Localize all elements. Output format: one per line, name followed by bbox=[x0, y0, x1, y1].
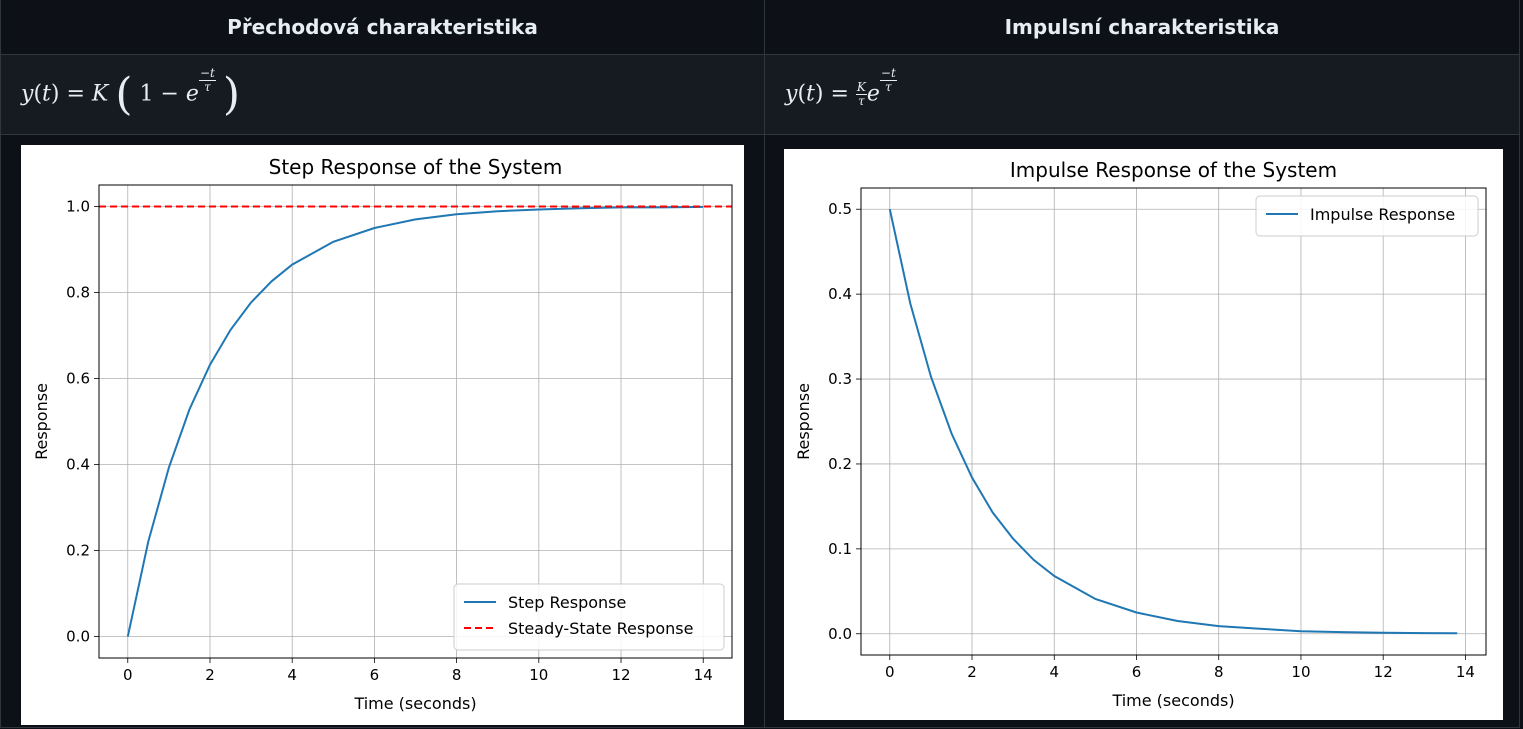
y-axis-label: Response bbox=[32, 383, 51, 460]
x-tick-label: 10 bbox=[1291, 663, 1310, 681]
legend-box bbox=[453, 583, 725, 651]
x-tick-label: 0 bbox=[885, 663, 895, 681]
x-tick-label: 4 bbox=[287, 666, 297, 684]
x-axis-label: Time (seconds) bbox=[1111, 691, 1234, 710]
chart-title: Step Response of the System bbox=[269, 155, 563, 179]
impulse-response-plot: 0 2 4 6 8 10 12 14 0.0 0.1 0.2 0.3 0.4 0.5 Impulse Res… bbox=[784, 149, 1503, 720]
plot-frame bbox=[98, 184, 733, 659]
x-tick-label: 0 bbox=[123, 666, 133, 684]
x-tick-label: 2 bbox=[205, 666, 215, 684]
x-axis-label: Time (seconds) bbox=[353, 694, 476, 713]
y-tick-label: 0.8 bbox=[66, 284, 90, 302]
x-tick-label: 12 bbox=[1374, 663, 1393, 681]
x-tick-label: 8 bbox=[452, 666, 462, 684]
formula-step-math: y(t) = K ( 1 − e −t τ ) bbox=[21, 65, 241, 120]
y-tick-label: 0.4 bbox=[66, 456, 90, 474]
header-impulse-label: Impulsní charakteristika bbox=[1004, 15, 1280, 39]
impulse-response-chart: 0 2 4 6 8 10 12 14 0.0 0.1 0.2 0.3 0.4 0.5 Impulse Res… bbox=[794, 158, 1487, 710]
y-tick-label: 0.1 bbox=[828, 540, 852, 558]
y-tick-label: 0.0 bbox=[828, 625, 852, 643]
header-step-label: Přechodová charakteristika bbox=[227, 15, 538, 39]
x-tick-label: 14 bbox=[1456, 663, 1475, 681]
legend-label: Impulse Response bbox=[1310, 205, 1455, 224]
series-line bbox=[126, 205, 704, 637]
formula-step: y(t) = K ( 1 − e −t τ ) bbox=[1, 55, 765, 135]
legend-label: Steady-State Response bbox=[508, 619, 693, 638]
chart-title: Impulse Response of the System bbox=[1010, 158, 1337, 182]
y-tick-label: 0.2 bbox=[828, 455, 852, 473]
y-tick-label: 0.3 bbox=[828, 370, 852, 388]
y-tick-label: 1.0 bbox=[66, 198, 90, 216]
step-response-chart: 0 2 4 6 8 10 12 14 0.0 0.2 0.4 0.6 0.8 1.0 Step Respon… bbox=[32, 155, 733, 713]
x-tick-label: 8 bbox=[1214, 663, 1224, 681]
x-tick-label: 14 bbox=[694, 666, 713, 684]
header-step: Přechodová charakteristika bbox=[1, 0, 765, 55]
y-tick-label: 0.0 bbox=[66, 628, 90, 646]
legend-box bbox=[1255, 195, 1479, 237]
x-tick-label: 2 bbox=[967, 663, 977, 681]
y-tick-label: 0.2 bbox=[66, 542, 90, 560]
x-tick-label: 6 bbox=[370, 666, 380, 684]
y-axis-label: Response bbox=[794, 383, 813, 460]
y-tick-label: 0.6 bbox=[66, 370, 90, 388]
y-tick-label: 0.4 bbox=[828, 285, 852, 303]
plot-frame bbox=[860, 187, 1487, 656]
header-impulse: Impulsní charakteristika bbox=[765, 0, 1520, 55]
x-tick-label: 12 bbox=[611, 666, 630, 684]
x-tick-label: 6 bbox=[1132, 663, 1142, 681]
x-tick-label: 4 bbox=[1049, 663, 1059, 681]
series-line bbox=[888, 208, 1458, 635]
legend-label: Step Response bbox=[508, 593, 626, 612]
step-response-plot: 0 2 4 6 8 10 12 14 0.0 0.2 0.4 0.6 0.8 1.0 Step Respon… bbox=[21, 145, 744, 725]
y-tick-label: 0.5 bbox=[828, 200, 852, 218]
x-tick-label: 10 bbox=[529, 666, 548, 684]
